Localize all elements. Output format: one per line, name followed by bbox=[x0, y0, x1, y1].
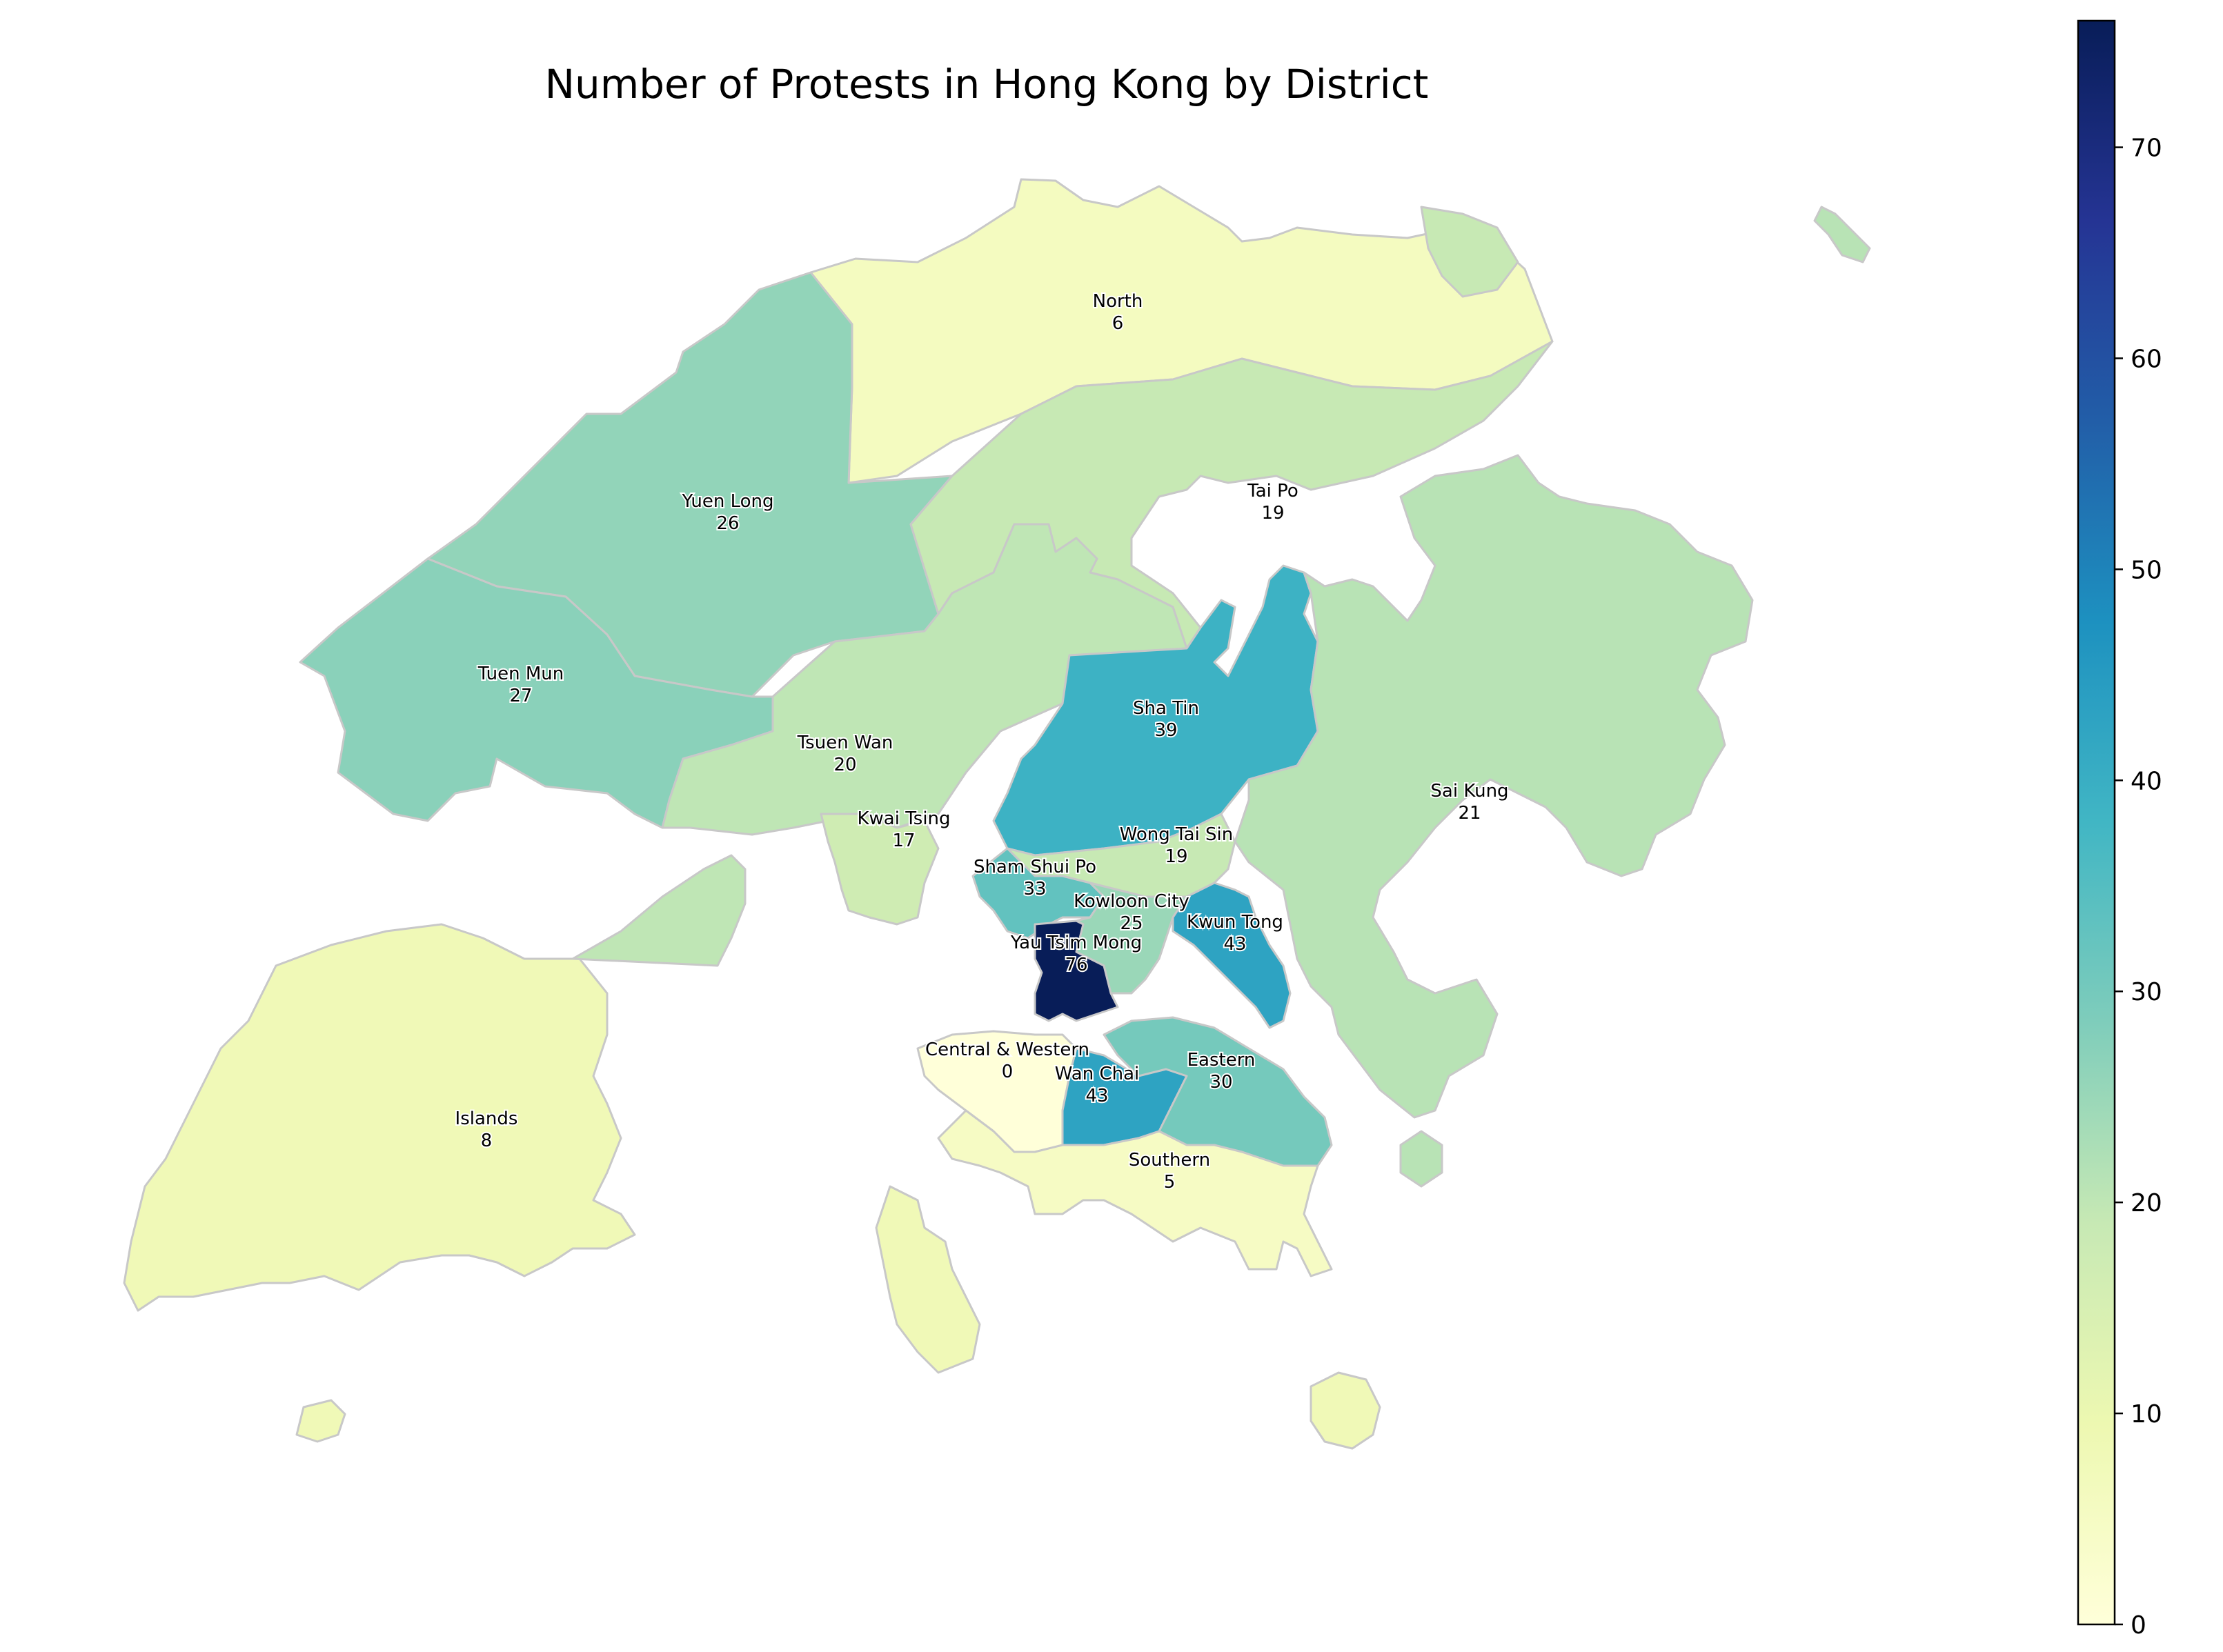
district-label-islands: Islands 8 bbox=[455, 1108, 518, 1151]
district-name-kwai-tsing: Kwai Tsing bbox=[857, 808, 950, 829]
district-value-tsuen-wan: 20 bbox=[833, 755, 856, 775]
district-value-kwun-tong: 43 bbox=[1223, 934, 1246, 955]
district-islands-part[interactable] bbox=[1310, 1371, 1381, 1450]
district-value-sha-tin: 39 bbox=[1154, 720, 1177, 741]
district-sham-shui-po[interactable] bbox=[971, 847, 1105, 939]
district-label-kowloon-city: Kowloon City 25 bbox=[1074, 891, 1189, 934]
district-value-sham-shui-po: 33 bbox=[1023, 879, 1046, 899]
district-southern[interactable] bbox=[937, 1109, 1333, 1277]
district-label-wan-chai: Wan Chai 43 bbox=[1055, 1064, 1140, 1106]
district-islands[interactable] bbox=[123, 923, 636, 1312]
district-value-yau-tsim-mong: 76 bbox=[1065, 955, 1087, 975]
district-tsuen-wan[interactable] bbox=[661, 523, 1188, 836]
district-name-sha-tin: Sha Tin bbox=[1133, 698, 1199, 719]
district-label-wong-tai-sin: Wong Tai Sin 19 bbox=[1120, 824, 1234, 867]
district-name-southern: Southern bbox=[1129, 1150, 1210, 1171]
district-kwun-tong[interactable] bbox=[1172, 882, 1292, 1029]
district-label-tuen-mun: Tuen Mun 27 bbox=[477, 664, 564, 706]
district-name-yau-tsim-mong: Yau Tsim Mong bbox=[1010, 933, 1142, 953]
district-value-north: 6 bbox=[1112, 313, 1124, 334]
district-name-wan-chai: Wan Chai bbox=[1055, 1064, 1140, 1084]
district-name-eastern: Eastern bbox=[1187, 1050, 1256, 1071]
district-value-tuen-mun: 27 bbox=[509, 686, 532, 706]
colorbar-tick-label: 20 bbox=[2131, 1189, 2162, 1217]
district-label-yau-tsim-mong: Yau Tsim Mong 76 bbox=[1010, 933, 1142, 975]
district-islands-part[interactable] bbox=[875, 1185, 981, 1374]
district-sai-kung-part[interactable] bbox=[1399, 1130, 1443, 1188]
district-name-north: North bbox=[1093, 291, 1143, 312]
district-name-tsuen-wan: Tsuen Wan bbox=[797, 733, 893, 753]
district-label-kwai-tsing: Kwai Tsing 17 bbox=[857, 808, 950, 851]
district-value-kwai-tsing: 17 bbox=[892, 830, 915, 851]
district-name-islands: Islands bbox=[455, 1108, 518, 1129]
colorbar-ticks: 0 10 20 30 40 50 60 70 bbox=[2115, 135, 2162, 1640]
district-name-wong-tai-sin: Wong Tai Sin bbox=[1120, 824, 1234, 845]
district-label-sai-kung: Sai Kung 21 bbox=[1430, 781, 1508, 824]
colorbar-tick-label: 0 bbox=[2131, 1611, 2146, 1640]
district-value-islands: 8 bbox=[481, 1131, 493, 1151]
district-value-tai-po: 19 bbox=[1261, 503, 1284, 524]
colorbar-tick-label: 10 bbox=[2131, 1400, 2162, 1429]
district-tai-po-part[interactable] bbox=[1420, 206, 1519, 298]
district-name-sham-shui-po: Sham Shui Po bbox=[974, 857, 1096, 877]
district-value-southern: 5 bbox=[1164, 1172, 1176, 1193]
district-sai-kung[interactable] bbox=[1234, 454, 1754, 1119]
colorbar-tick-label: 50 bbox=[2131, 556, 2162, 584]
chart-title: Number of Protests in Hong Kong by Distr… bbox=[545, 61, 1429, 108]
colorbar-gradient bbox=[2077, 19, 2116, 1626]
district-kwai-tsing[interactable] bbox=[820, 813, 940, 926]
district-value-wong-tai-sin: 19 bbox=[1165, 846, 1187, 867]
district-name-tuen-mun: Tuen Mun bbox=[477, 664, 564, 684]
district-label-eastern: Eastern 30 bbox=[1187, 1050, 1256, 1093]
district-tuen-mun[interactable] bbox=[299, 557, 774, 829]
district-value-sai-kung: 21 bbox=[1458, 803, 1481, 824]
district-value-wan-chai: 43 bbox=[1085, 1086, 1108, 1106]
district-label-north: North 6 bbox=[1093, 291, 1143, 334]
colorbar: 0 10 20 30 40 50 60 70 bbox=[2077, 19, 2162, 1640]
colorbar-tick-label: 60 bbox=[2131, 345, 2162, 373]
district-label-central-western: Central & Western 0 bbox=[925, 1039, 1089, 1082]
colorbar-tick-label: 70 bbox=[2131, 135, 2162, 163]
colorbar-tick-label: 30 bbox=[2131, 978, 2162, 1006]
district-label-sha-tin: Sha Tin 39 bbox=[1133, 698, 1199, 741]
district-sai-kung-part[interactable] bbox=[1813, 206, 1871, 263]
district-label-tai-po: Tai Po 19 bbox=[1247, 481, 1298, 524]
district-tsuen-wan-part[interactable] bbox=[571, 854, 747, 967]
district-label-tsuen-wan: Tsuen Wan 20 bbox=[797, 733, 893, 775]
district-name-tai-po: Tai Po bbox=[1247, 481, 1298, 501]
district-value-eastern: 30 bbox=[1209, 1072, 1232, 1093]
district-name-sai-kung: Sai Kung bbox=[1430, 781, 1508, 802]
district-label-yuen-long: Yuen Long 26 bbox=[681, 491, 773, 534]
district-name-kwun-tong: Kwun Tong bbox=[1187, 912, 1283, 933]
district-label-southern: Southern 5 bbox=[1129, 1150, 1210, 1193]
district-label-kwun-tong: Kwun Tong 43 bbox=[1187, 912, 1283, 955]
district-value-kowloon-city: 25 bbox=[1120, 913, 1143, 934]
district-name-central-western: Central & Western bbox=[925, 1039, 1089, 1060]
colorbar-tick-label: 40 bbox=[2131, 767, 2162, 795]
districts-layer bbox=[123, 178, 1871, 1450]
district-label-sham-shui-po: Sham Shui Po 33 bbox=[974, 857, 1096, 899]
district-value-yuen-long: 26 bbox=[716, 513, 739, 534]
district-name-yuen-long: Yuen Long bbox=[681, 491, 773, 512]
district-islands-part[interactable] bbox=[295, 1399, 346, 1443]
district-name-kowloon-city: Kowloon City bbox=[1074, 891, 1189, 912]
district-value-central-western: 0 bbox=[1002, 1062, 1014, 1082]
district-yau-tsim-mong[interactable] bbox=[1034, 919, 1119, 1022]
